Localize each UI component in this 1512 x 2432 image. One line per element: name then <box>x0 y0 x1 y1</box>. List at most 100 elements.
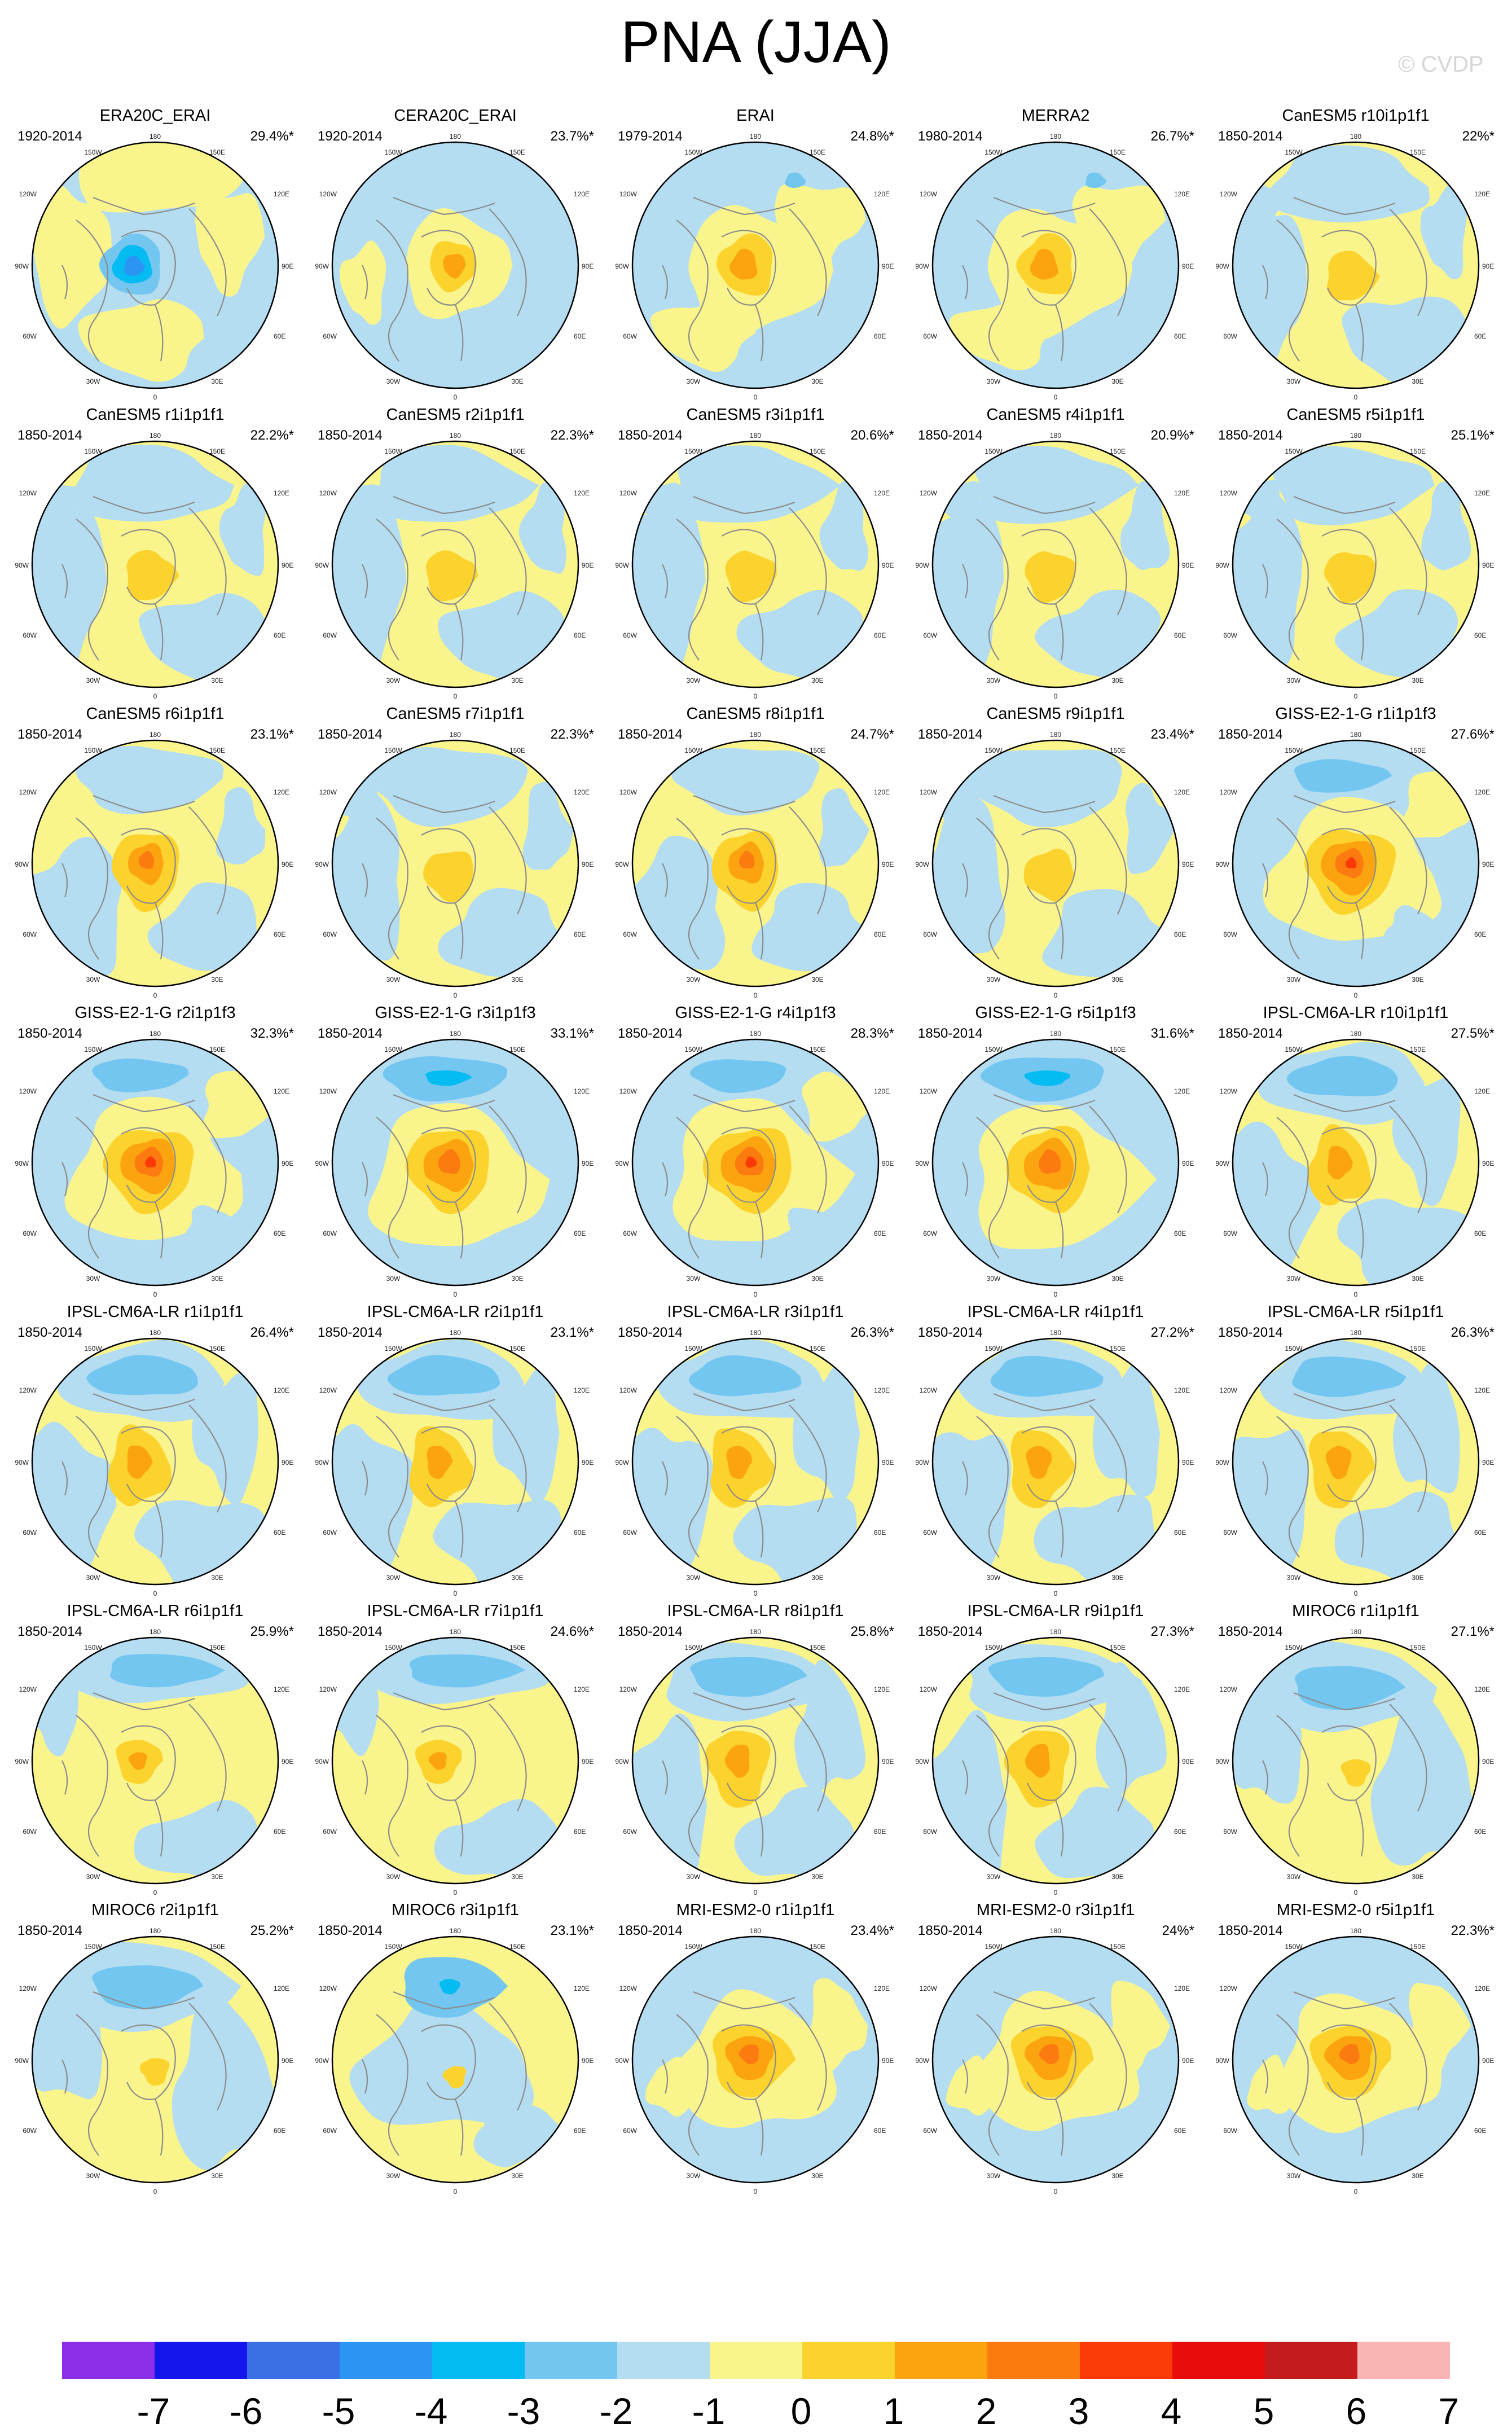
longitude-label: 60E <box>574 930 586 938</box>
anomaly-contour <box>775 183 866 267</box>
panel-title: IPSL-CM6A-LR r9i1p1f1 <box>967 1602 1144 1620</box>
coastline <box>1089 806 1127 915</box>
longitude-label: 30E <box>1111 377 1123 385</box>
longitude-label: 30E <box>1412 1574 1423 1582</box>
longitude-label: 180 <box>450 1030 461 1038</box>
colorbar-tick-label: -2 <box>599 2390 633 2432</box>
map-panel: 180 0 90W 90E 150W 150E 120W 120E 60W 60E 30W 30E GI… <box>8 993 302 1309</box>
longitude-label: 120E <box>574 1087 590 1095</box>
longitude-label: 0 <box>153 1290 157 1298</box>
panel-title: ERA20C_ERAI <box>99 107 211 125</box>
longitude-label: 180 <box>1050 1628 1061 1636</box>
longitude-label: 60W <box>923 332 937 340</box>
panel-variance-percent: 31.6%* <box>1150 1026 1194 1041</box>
anomaly-contour <box>184 1205 244 1253</box>
longitude-label: 90W <box>315 2057 329 2065</box>
coastline <box>962 1461 969 1496</box>
longitude-label: 120E <box>1174 1985 1190 1992</box>
panel-years: 1850-2014 <box>1218 1923 1283 1938</box>
coastline <box>76 2014 108 2156</box>
map-panel: 180 0 90W 90E 150W 150E 120W 120E 60W 60E 30W 30E Ca… <box>909 694 1202 1010</box>
longitude-label: 150W <box>84 1943 102 1951</box>
coastline <box>1262 1461 1269 1496</box>
panel-title: CanESM5 r10i1p1f1 <box>1282 107 1430 125</box>
coastline <box>1321 529 1377 605</box>
longitude-label: 120W <box>319 788 337 796</box>
longitude-label: 90E <box>882 561 894 569</box>
map-border <box>1232 141 1480 389</box>
coastline <box>789 1404 827 1513</box>
coastline <box>693 495 795 515</box>
longitude-label: 60W <box>623 1828 637 1836</box>
longitude-label: 180 <box>450 133 461 141</box>
panel-years: 1850-2014 <box>318 727 383 742</box>
map-panel: 180 0 90W 90E 150W 150E 120W 120E 60W 60E 30W 30E ME… <box>909 96 1202 412</box>
coastline <box>1262 265 1269 300</box>
panel-variance-percent: 33.1%* <box>550 1026 594 1041</box>
longitude-label: 30W <box>86 1275 100 1283</box>
longitude-label: 60E <box>1474 1529 1486 1537</box>
longitude-label: 30E <box>511 677 523 684</box>
longitude-label: 0 <box>754 2188 758 2196</box>
coastline <box>1355 1799 1364 1857</box>
panel-title: MRI-ESM2-0 r1i1p1f1 <box>676 1901 835 1919</box>
map-panel: 180 0 90W 90E 150W 150E 120W 120E 60W 60E 30W 30E Ca… <box>309 395 602 711</box>
longitude-label: 150E <box>1410 1345 1426 1353</box>
panel-variance-percent: 27.6%* <box>1451 727 1495 742</box>
colorbar-tick-label: -7 <box>137 2390 170 2432</box>
panel-variance-percent: 25.1%* <box>1451 428 1495 443</box>
coastline <box>1321 1426 1377 1502</box>
longitude-label: 150W <box>1285 1644 1303 1652</box>
anomaly-contour <box>423 851 473 902</box>
coastline <box>1276 519 1309 661</box>
longitude-label: 0 <box>754 991 758 999</box>
longitude-label: 0 <box>1354 1590 1358 1597</box>
coastline <box>1293 1991 1396 2010</box>
longitude-label: 90E <box>282 2057 293 2065</box>
longitude-label: 150E <box>810 148 825 156</box>
map-panel: 180 0 90W 90E 150W 150E 120W 120E 60W 60E 30W 30E Ca… <box>309 694 602 1010</box>
panel-variance-percent: 29.4%* <box>250 129 294 144</box>
longitude-label: 60E <box>1174 2127 1186 2135</box>
coastline <box>1054 1500 1064 1558</box>
anomaly-contour <box>739 850 755 869</box>
coastline <box>421 1725 476 1801</box>
coastline <box>376 220 408 362</box>
longitude-label: 90W <box>1215 561 1229 569</box>
longitude-label: 180 <box>1050 1927 1061 1935</box>
longitude-label: 120E <box>1474 1685 1490 1693</box>
panel-years: 1850-2014 <box>17 1923 82 1938</box>
longitude-label: 30W <box>987 677 1001 684</box>
longitude-label: 90W <box>915 1459 929 1467</box>
panel-variance-percent: 24%* <box>1162 1923 1194 1938</box>
longitude-label: 30W <box>86 1873 100 1881</box>
map-panel: 180 0 90W 90E 150W 150E 120W 120E 60W 60E 30W 30E MI… <box>8 1890 302 2206</box>
longitude-label: 150E <box>1410 148 1426 156</box>
coastline <box>154 603 164 661</box>
copyright-watermark: © CVDP <box>1398 52 1484 77</box>
longitude-label: 120E <box>274 1985 289 1992</box>
longitude-label: 30E <box>1412 1873 1423 1881</box>
polar-map: 180 0 90W 90E 150W 150E 120W 120E 60W 60E 30W 30E <box>315 1628 594 1897</box>
longitude-label: 90W <box>615 1160 629 1167</box>
anomaly-contour <box>785 172 806 188</box>
coastline <box>61 1760 68 1795</box>
longitude-label: 90W <box>15 1459 29 1467</box>
longitude-label: 30E <box>811 976 823 984</box>
longitude-label: 30E <box>1412 1275 1423 1283</box>
anomaly-contour <box>1035 1786 1162 1880</box>
anomaly-contour <box>439 1979 460 1995</box>
longitude-label: 90E <box>582 2057 594 2065</box>
coastline <box>754 304 764 362</box>
anomaly-contour <box>1038 1149 1061 1174</box>
longitude-label: 150W <box>684 447 702 455</box>
map-panel: 180 0 90W 90E 150W 150E 120W 120E 60W 60E 30W 30E IP… <box>1209 993 1502 1309</box>
longitude-label: 150E <box>1110 447 1126 455</box>
anomaly-contour <box>1334 589 1465 680</box>
longitude-label: 90E <box>282 861 293 868</box>
longitude-label: 90W <box>615 1459 629 1467</box>
longitude-label: 30W <box>987 1275 1001 1283</box>
panel-variance-percent: 22.3%* <box>550 727 594 742</box>
longitude-label: 120E <box>274 788 289 796</box>
longitude-label: 120W <box>619 190 638 198</box>
